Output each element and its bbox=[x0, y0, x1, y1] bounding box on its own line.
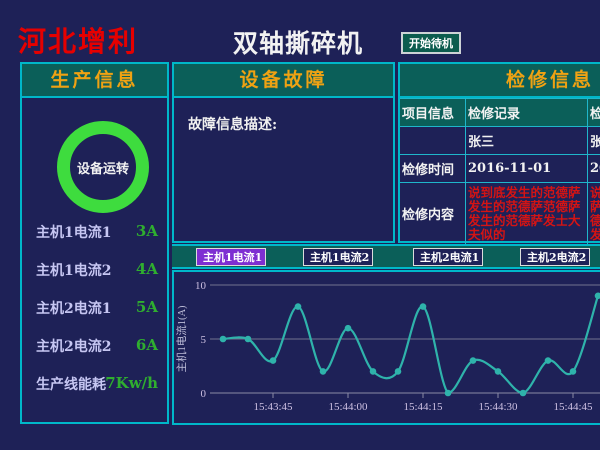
metric-value: 6A bbox=[135, 336, 158, 354]
maintenance-panel: 检修信息 项目信息 检修记录 检修记录 张三 张三 检修时间 2016-11-0… bbox=[398, 62, 600, 245]
metric-row: 主机2电流1 5A bbox=[22, 298, 167, 318]
maintenance-content-text: 说到底发生的范德萨发生的范德萨范德萨发生的范德萨发士大夫似的 bbox=[468, 185, 581, 242]
trend-button-main1-current1[interactable]: 主机1电流1 bbox=[196, 248, 266, 266]
table-row: 项目信息 检修记录 检修记录 bbox=[400, 99, 600, 127]
table-cell-value2: 2016-11-01 bbox=[588, 155, 600, 183]
table-cell-value: 2016-11-01 bbox=[466, 155, 588, 183]
svg-text:15:44:00: 15:44:00 bbox=[328, 401, 368, 413]
production-panel-title: 生产信息 bbox=[22, 64, 167, 98]
table-row: 张三 张三 bbox=[400, 127, 600, 155]
maintenance-content-text: 说到底发生的范德萨发生的范德萨范德萨发生的范德萨发士大夫似的 bbox=[590, 185, 600, 242]
metric-value: 5A bbox=[135, 298, 158, 316]
trend-button-main2-current1[interactable]: 主机2电流1 bbox=[413, 248, 483, 266]
table-cell-label: 检修内容 bbox=[400, 183, 466, 245]
svg-text:0: 0 bbox=[201, 388, 207, 400]
machine-status-label: 设备运转 bbox=[76, 161, 129, 177]
metric-value: 7Kw/h bbox=[105, 374, 158, 392]
trend-button-main2-current2[interactable]: 主机2电流2 bbox=[520, 248, 590, 266]
fault-panel: 设备故障 故障信息描述: bbox=[172, 62, 395, 243]
metric-value: 4A bbox=[135, 260, 158, 278]
svg-text:15:43:45: 15:43:45 bbox=[253, 401, 293, 413]
metric-row: 主机1电流1 3A bbox=[22, 222, 167, 242]
metric-label: 主机1电流1 bbox=[36, 225, 112, 241]
production-panel: 生产信息 设备运转 主机1电流1 3A 主机1电流2 4A 主机2电流1 5A … bbox=[20, 62, 169, 424]
metric-value: 3A bbox=[135, 222, 158, 240]
table-cell-label: 检修时间 bbox=[400, 155, 466, 183]
page-title: 双轴撕碎机 bbox=[233, 29, 364, 58]
table-cell-value: 张三 bbox=[466, 127, 588, 155]
trend-chart-svg: 0 5 10 15:43:45 15:44:00 15:44:15 15:44:30 15:4… bbox=[175, 280, 600, 413]
trend-button-bar: 主机1电流1 主机1电流2 主机2电流1 主机2电流2 bbox=[172, 244, 600, 269]
metric-label: 主机1电流2 bbox=[36, 263, 112, 279]
svg-text:15:44:15: 15:44:15 bbox=[403, 401, 443, 413]
svg-text:主机1电流1(A): 主机1电流1(A) bbox=[175, 305, 188, 373]
metric-label: 生产线能耗 bbox=[36, 377, 106, 393]
svg-text:5: 5 bbox=[201, 334, 207, 346]
fault-panel-title: 设备故障 bbox=[174, 64, 393, 98]
trend-button-main1-current2[interactable]: 主机1电流2 bbox=[303, 248, 373, 266]
table-cell-value2: 张三 bbox=[588, 127, 600, 155]
standby-button[interactable]: 开始待机 bbox=[401, 32, 461, 54]
table-cell-label bbox=[400, 127, 466, 155]
table-cell-value2: 检修记录 bbox=[588, 99, 600, 127]
svg-text:15:44:30: 15:44:30 bbox=[478, 401, 518, 413]
metric-label: 主机2电流1 bbox=[36, 301, 112, 317]
maintenance-panel-title: 检修信息 bbox=[400, 64, 600, 98]
metric-row: 主机1电流2 4A bbox=[22, 260, 167, 280]
table-cell-value: 检修记录 bbox=[466, 99, 588, 127]
table-row: 检修时间 2016-11-01 2016-11-01 bbox=[400, 155, 600, 183]
maintenance-table: 项目信息 检修记录 检修记录 张三 张三 检修时间 2016-11-01 201… bbox=[400, 98, 600, 245]
metric-row: 主机2电流2 6A bbox=[22, 336, 167, 356]
trend-chart-panel: 0 5 10 15:43:45 15:44:00 15:44:15 15:44:30 15:4… bbox=[172, 270, 600, 425]
metric-label: 主机2电流2 bbox=[36, 339, 112, 355]
metric-row: 生产线能耗 7Kw/h bbox=[22, 374, 167, 394]
fault-description-label: 故障信息描述: bbox=[188, 117, 278, 133]
brand-title: 河北增利 bbox=[18, 25, 139, 58]
svg-text:10: 10 bbox=[195, 280, 207, 292]
table-cell-label: 项目信息 bbox=[400, 99, 466, 127]
table-row: 检修内容 说到底发生的范德萨发生的范德萨范德萨发生的范德萨发士大夫似的 说到底发… bbox=[400, 183, 600, 245]
svg-text:15:44:45: 15:44:45 bbox=[553, 401, 593, 413]
machine-running-indicator: 设备运转 bbox=[57, 121, 149, 213]
